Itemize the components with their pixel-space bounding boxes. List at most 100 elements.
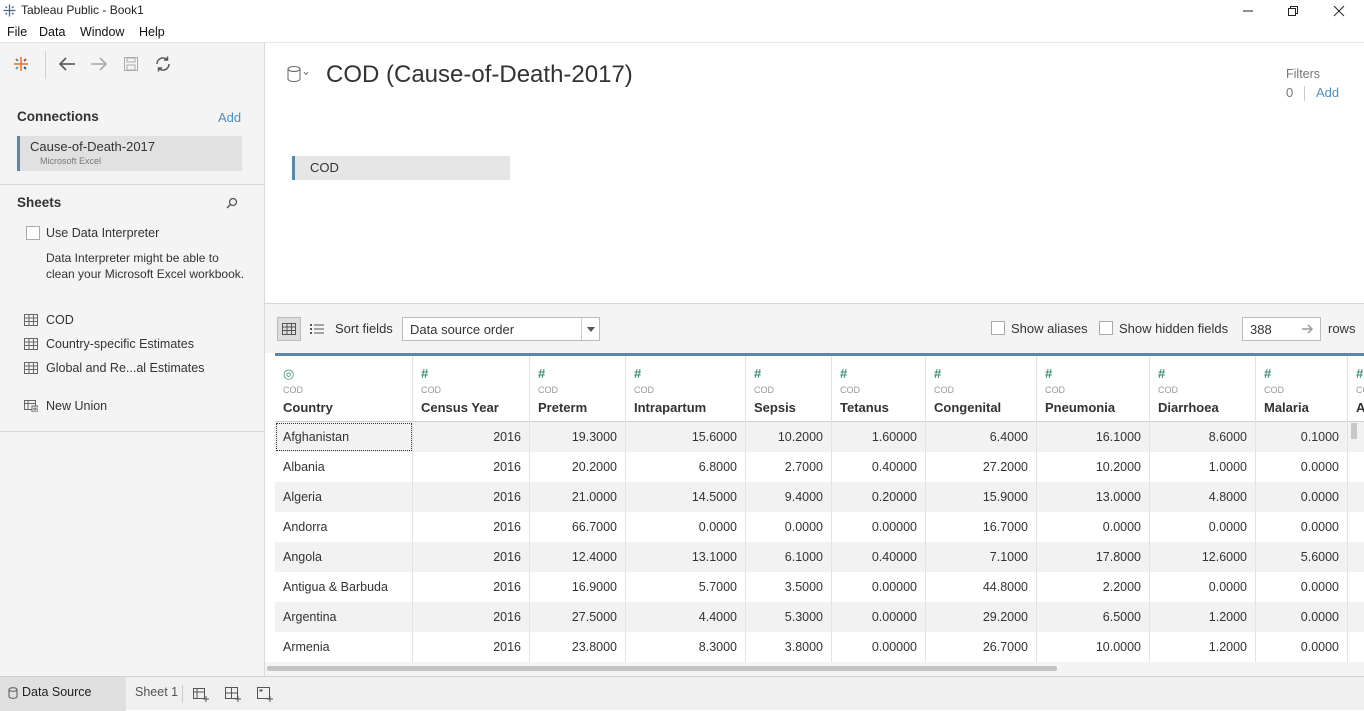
table-cell[interactable]: 3.5000 (746, 572, 832, 602)
column-header[interactable]: # COD Sepsis (746, 356, 832, 422)
table-cell[interactable]: Antigua & Barbuda (275, 572, 413, 602)
sheet-item-global-regional[interactable]: Global and Re...al Estimates (24, 359, 204, 377)
table-cell[interactable]: 2016 (413, 452, 530, 482)
menu-help[interactable]: Help (139, 25, 165, 39)
table-cell[interactable]: 15.6000 (626, 422, 746, 452)
vertical-scrollbar[interactable] (1351, 423, 1357, 439)
column-header[interactable]: # COD Congenital (926, 356, 1037, 422)
table-cell[interactable]: Algeria (275, 482, 413, 512)
table-cell[interactable]: 13.1000 (626, 542, 746, 572)
horizontal-scrollbar[interactable] (267, 666, 1057, 671)
table-chip-cod[interactable]: COD (292, 156, 510, 180)
save-button[interactable] (120, 53, 142, 75)
table-cell[interactable]: 6.4000 (926, 422, 1037, 452)
show-aliases-checkbox[interactable] (991, 321, 1005, 335)
table-cell[interactable]: 10.0000 (1037, 632, 1150, 662)
table-cell[interactable]: 1.60000 (832, 422, 926, 452)
tab-sheet-1[interactable]: Sheet 1 (135, 685, 179, 699)
tableau-home-button[interactable] (10, 53, 32, 75)
table-cell[interactable]: 0.0000 (626, 512, 746, 542)
column-header[interactable]: # COD Intrapartum (626, 356, 746, 422)
column-header[interactable]: # COD A (1348, 356, 1364, 422)
table-cell[interactable]: 0.0000 (746, 512, 832, 542)
number-type-icon[interactable]: # (840, 366, 848, 381)
table-cell[interactable]: 2016 (413, 542, 530, 572)
refresh-button[interactable] (152, 53, 174, 75)
close-button[interactable] (1316, 0, 1362, 22)
table-cell[interactable]: 26.7000 (926, 632, 1037, 662)
column-header[interactable]: ◎ COD Country (275, 356, 413, 422)
table-cell[interactable]: 14.5000 (626, 482, 746, 512)
table-cell[interactable]: 5.3000 (746, 602, 832, 632)
table-cell[interactable]: 19.3000 (530, 422, 626, 452)
menu-window[interactable]: Window (80, 25, 125, 39)
data-source-title[interactable]: COD (Cause-of-Death-2017) (326, 61, 633, 88)
table-cell[interactable]: 7.1000 (926, 542, 1037, 572)
number-type-icon[interactable]: # (1356, 366, 1364, 381)
table-cell[interactable]: 0.0000 (1256, 602, 1348, 632)
undo-button[interactable] (56, 53, 78, 75)
number-type-icon[interactable]: # (634, 366, 642, 381)
table-cell[interactable]: 15.9000 (926, 482, 1037, 512)
column-header[interactable]: # COD Diarrhoea (1150, 356, 1256, 422)
table-cell[interactable]: 2016 (413, 512, 530, 542)
column-header[interactable]: # COD Tetanus (832, 356, 926, 422)
table-cell[interactable]: 6.1000 (746, 542, 832, 572)
table-cell[interactable]: 10.2000 (746, 422, 832, 452)
table-cell[interactable]: 13.0000 (1037, 482, 1150, 512)
new-union-item[interactable]: New Union (24, 397, 107, 415)
new-worksheet-icon[interactable] (191, 684, 211, 704)
table-cell[interactable]: 8.3000 (626, 632, 746, 662)
sort-fields-dropdown[interactable]: Data source order (402, 317, 600, 341)
table-cell[interactable]: 2016 (413, 602, 530, 632)
restore-button[interactable] (1270, 0, 1316, 22)
new-dashboard-icon[interactable] (223, 684, 243, 704)
database-icon[interactable] (287, 65, 311, 83)
table-cell[interactable]: 27.5000 (530, 602, 626, 632)
table-cell[interactable]: 2.2000 (1037, 572, 1150, 602)
table-cell[interactable]: 1.0000 (1150, 452, 1256, 482)
table-cell[interactable]: 2016 (413, 632, 530, 662)
globe-icon[interactable]: ◎ (283, 366, 295, 381)
menu-file[interactable]: File (7, 25, 28, 39)
table-cell[interactable]: 0.00000 (832, 572, 926, 602)
number-type-icon[interactable]: # (421, 366, 429, 381)
table-cell[interactable]: 0.0000 (1256, 482, 1348, 512)
table-cell[interactable]: Angola (275, 542, 413, 572)
table-cell[interactable]: 0.0000 (1037, 512, 1150, 542)
sheet-item-cod[interactable]: COD (24, 311, 74, 329)
column-header[interactable]: # COD Malaria (1256, 356, 1348, 422)
table-cell[interactable]: 0.0000 (1150, 572, 1256, 602)
table-cell[interactable]: 2016 (413, 482, 530, 512)
arrow-right-icon[interactable] (1302, 324, 1314, 334)
table-cell[interactable]: 2016 (413, 422, 530, 452)
table-cell[interactable]: Afghanistan (275, 422, 413, 452)
table-cell[interactable]: Armenia (275, 632, 413, 662)
table-cell[interactable]: 5.6000 (1256, 542, 1348, 572)
table-cell[interactable]: 44.8000 (926, 572, 1037, 602)
table-cell[interactable]: 0.00000 (832, 512, 926, 542)
table-cell[interactable]: 0.0000 (1150, 512, 1256, 542)
table-cell[interactable]: 9.4000 (746, 482, 832, 512)
table-cell[interactable]: 16.1000 (1037, 422, 1150, 452)
table-cell[interactable]: 0.00000 (832, 602, 926, 632)
table-cell[interactable]: 27.2000 (926, 452, 1037, 482)
grid-view-button[interactable] (277, 317, 301, 341)
table-cell[interactable]: 29.2000 (926, 602, 1037, 632)
table-cell[interactable]: 16.7000 (926, 512, 1037, 542)
search-icon[interactable] (225, 196, 239, 210)
new-story-icon[interactable] (255, 684, 275, 704)
table-cell[interactable]: 16.9000 (530, 572, 626, 602)
table-cell[interactable]: 5.7000 (626, 572, 746, 602)
table-cell[interactable]: 0.0000 (1256, 572, 1348, 602)
table-cell[interactable]: 1.2000 (1150, 602, 1256, 632)
table-cell[interactable]: Argentina (275, 602, 413, 632)
table-cell[interactable]: 21.0000 (530, 482, 626, 512)
table-cell[interactable]: 0.0000 (1256, 452, 1348, 482)
table-cell[interactable]: 0.1000 (1256, 422, 1348, 452)
table-cell[interactable]: 6.8000 (626, 452, 746, 482)
table-cell[interactable]: 0.00000 (832, 632, 926, 662)
number-type-icon[interactable]: # (934, 366, 942, 381)
menu-data[interactable]: Data (39, 25, 66, 39)
table-cell[interactable]: 2016 (413, 572, 530, 602)
